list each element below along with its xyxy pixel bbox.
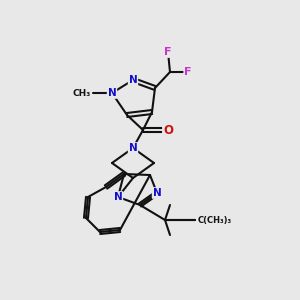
Text: C(CH₃)₃: C(CH₃)₃ xyxy=(198,215,232,224)
Text: F: F xyxy=(184,67,192,77)
Text: N: N xyxy=(108,88,116,98)
Text: CH₃: CH₃ xyxy=(73,88,91,98)
Text: N: N xyxy=(153,188,161,198)
Text: N: N xyxy=(129,75,137,85)
Text: F: F xyxy=(164,47,172,57)
Text: N: N xyxy=(114,192,122,202)
Text: O: O xyxy=(163,124,173,136)
Text: N: N xyxy=(129,143,137,153)
